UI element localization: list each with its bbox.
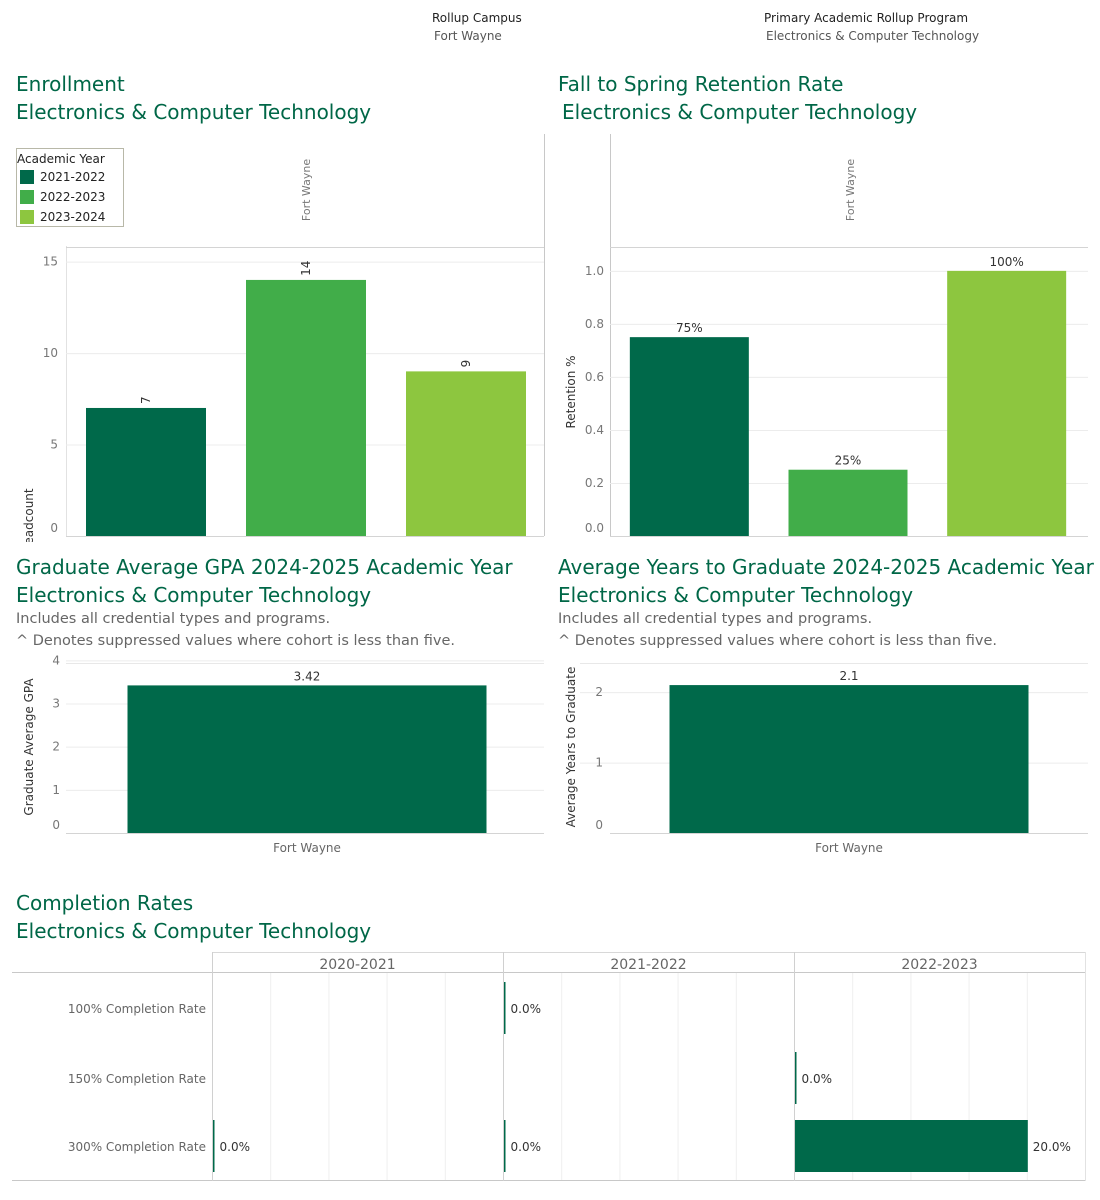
enr-y-tick: 15 — [43, 255, 58, 269]
yrs-bar-Fort Wayne[interactable] — [669, 685, 1029, 833]
program-filter-value[interactable]: Electronics & Computer Technology — [766, 29, 980, 43]
years-y-axis-label: Average Years to Graduate — [564, 667, 578, 828]
completion-value-label: 0.0% — [511, 1140, 542, 1154]
completion-value-label: 0.0% — [511, 1002, 542, 1016]
enrollment-title: Enrollment — [16, 72, 125, 96]
completion-value-label: 0.0% — [220, 1140, 251, 1154]
ret-bar-2023-2024[interactable] — [947, 270, 1067, 536]
completion-column-header: 2020-2021 — [319, 957, 395, 973]
program-filter-label: Primary Academic Rollup Program — [764, 11, 969, 25]
retention-title: Fall to Spring Retention Rate — [558, 72, 844, 96]
completion-chart: 2020-2021 2021-2022 2022-2023 100% Complet… — [12, 952, 1086, 1181]
ret-value-label: 75% — [676, 321, 703, 335]
yrs-y-tick: 2 — [595, 685, 603, 699]
ret-y-tick: 0.0 — [585, 521, 604, 535]
gpa-y-tick: 1 — [52, 783, 60, 797]
ret-bar-2022-2023[interactable] — [788, 469, 908, 536]
completion-column-header: 2022-2023 — [901, 957, 977, 973]
enrollment-y-axis-label: Headcount — [22, 488, 36, 542]
gpa-title: Graduate Average GPA 2024-2025 Academic … — [16, 555, 513, 579]
legend-item-2021-2022[interactable]: 2021-2022 — [20, 170, 105, 184]
enrollment-chart: Fort Wayne Headcount 0 5 10 15 7 14 9 — [22, 134, 545, 542]
legend-item-2022-2023[interactable]: 2022-2023 — [20, 190, 105, 204]
enr-value-label: 7 — [139, 396, 153, 404]
enr-value-label: 14 — [299, 261, 313, 276]
ret-y-tick: 0.4 — [585, 423, 604, 437]
gpa-y-axis-label: Graduate Average GPA — [22, 678, 36, 816]
completion-title: Completion Rates — [16, 891, 194, 915]
legend-item-label: 2023-2024 — [40, 210, 106, 224]
retention-y-axis-label: Retention % — [564, 355, 578, 428]
gpa-y-tick: 2 — [52, 740, 60, 754]
years-x-category: Fort Wayne — [815, 841, 883, 855]
years-title: Average Years to Graduate 2024-2025 Acad… — [558, 555, 1094, 579]
years-subtitle: Electronics & Computer Technology — [558, 583, 914, 607]
completion-bar[interactable] — [213, 1120, 215, 1172]
ret-y-tick: 0.8 — [585, 317, 604, 331]
years-note-credentials: Includes all credential types and progra… — [558, 611, 873, 627]
gpa-value-label: 3.42 — [294, 669, 321, 683]
gpa-y-tick: 3 — [52, 697, 60, 711]
legend-title: Academic Year — [17, 152, 105, 166]
gpa-note-credentials: Includes all credential types and progra… — [16, 611, 331, 627]
ret-value-label: 25% — [835, 454, 862, 468]
enr-bar-2023-2024[interactable] — [406, 371, 526, 536]
completion-value-label: 20.0% — [1033, 1140, 1071, 1154]
years-chart: Average Years to Graduate Fort Wayne 0 1 2… — [564, 663, 1088, 855]
yrs-y-tick: 0 — [595, 818, 603, 832]
legend-swatch-icon — [20, 190, 34, 204]
gpa-note-suppressed: ^ Denotes suppressed values where cohort… — [16, 633, 455, 649]
legend-item-2023-2024[interactable]: 2023-2024 — [20, 210, 105, 224]
gpa-bar-Fort Wayne[interactable] — [127, 685, 487, 833]
gpa-y-tick: 4 — [52, 655, 60, 667]
completion-row-label: 150% Completion Rate — [68, 1072, 206, 1086]
retention-subtitle: Electronics & Computer Technology — [562, 100, 918, 124]
ret-y-tick: 1.0 — [585, 264, 604, 278]
ret-y-tick: 0.2 — [585, 476, 604, 490]
enrollment-legend: Academic Year 2021-2022 2022-2023 2023-2… — [16, 148, 124, 227]
completion-row-label: 300% Completion Rate — [68, 1140, 206, 1154]
enr-bar-2021-2022[interactable] — [86, 407, 206, 536]
gpa-y-tick: 0 — [52, 818, 60, 832]
legend-item-label: 2022-2023 — [40, 190, 106, 204]
ret-bar-2021-2022[interactable] — [629, 337, 749, 536]
ret-y-tick: 0.6 — [585, 370, 604, 384]
gpa-x-category: Fort Wayne — [273, 841, 341, 855]
ret-value-label: 100% — [990, 255, 1024, 269]
completion-bar[interactable] — [795, 1120, 1028, 1172]
yrs-y-tick: 1 — [595, 756, 603, 770]
years-note-suppressed: ^ Denotes suppressed values where cohort… — [558, 633, 997, 649]
campus-filter-value[interactable]: Fort Wayne — [434, 29, 502, 43]
enr-y-tick: 5 — [50, 438, 58, 452]
completion-bar[interactable] — [795, 1052, 797, 1104]
gpa-chart: Graduate Average GPA Fort Wayne 0 1 2 3 4 3.… — [22, 655, 544, 855]
legend-item-label: 2021-2022 — [40, 170, 106, 184]
gpa-subtitle: Electronics & Computer Technology — [16, 583, 372, 607]
completion-column-header: 2021-2022 — [610, 957, 686, 973]
completion-row-label: 100% Completion Rate — [68, 1002, 206, 1016]
retention-chart: Fort Wayne Retention % 0.0 0.2 0.4 0.6 0.8 1.… — [564, 134, 1088, 537]
completion-bar[interactable] — [504, 1120, 506, 1172]
enrollment-subtitle: Electronics & Computer Technology — [16, 100, 372, 124]
campus-filter-label: Rollup Campus — [432, 11, 522, 25]
completion-bar[interactable] — [504, 982, 506, 1034]
retention-panel-label: Fort Wayne — [844, 159, 857, 221]
enr-y-tick: 0 — [50, 521, 58, 535]
legend-swatch-icon — [20, 170, 34, 184]
enrollment-panel-label: Fort Wayne — [300, 159, 313, 221]
completion-value-label: 0.0% — [802, 1072, 833, 1086]
enr-y-tick: 10 — [43, 346, 58, 360]
legend-swatch-icon — [20, 210, 34, 224]
completion-subtitle: Electronics & Computer Technology — [16, 919, 372, 943]
enr-value-label: 9 — [459, 360, 473, 368]
enr-bar-2022-2023[interactable] — [246, 279, 366, 536]
yrs-value-label: 2.1 — [839, 669, 858, 683]
